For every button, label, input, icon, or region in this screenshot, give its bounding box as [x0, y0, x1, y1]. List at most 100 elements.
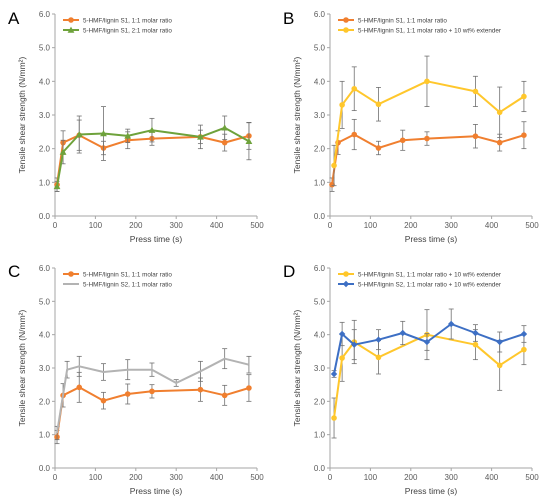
series-line: [333, 80, 525, 166]
y-tick-label: 2.0: [39, 145, 51, 154]
x-tick-label: 200: [404, 221, 418, 230]
legend-entry: 5-HMF/lignin S1, 1:1 molar ratio + 10 wt…: [338, 271, 501, 279]
x-tick-label: 500: [250, 473, 264, 482]
x-tick-label: 100: [89, 221, 103, 230]
x-tick-label: 500: [250, 221, 264, 230]
legend-label: 5-HMF/lignin S1, 1:1 molar ratio + 10 wt…: [358, 272, 501, 279]
x-tick-label: 0: [328, 473, 333, 482]
y-tick-label: 0.0: [39, 212, 51, 221]
y-tick-label: 4.0: [314, 331, 326, 340]
y-tick-label: 4.0: [39, 331, 51, 340]
x-tick-label: 200: [129, 221, 143, 230]
x-axis-label: Press time (s): [130, 486, 183, 496]
y-tick-label: 3.0: [39, 111, 51, 120]
data-point: [399, 137, 406, 144]
data-point: [521, 346, 527, 353]
panel-b: B 0.0 1.0 2.0 3.0 4.0 5.0 6.0 0 100 200 300 400 500 Pr…: [283, 9, 539, 244]
series-line: [333, 333, 525, 419]
legend-label: 5-HMF/lignin S1, 1:1 molar ratio: [83, 18, 172, 25]
series-1: [329, 118, 527, 192]
panel-label: B: [283, 9, 294, 28]
y-tick-label: 2.0: [314, 397, 326, 406]
y-tick-label: 3.0: [314, 111, 326, 120]
x-axis-label: Press time (s): [130, 234, 183, 244]
legend-marker: [343, 27, 349, 33]
data-point: [221, 392, 228, 399]
x-tick-label: 300: [170, 473, 184, 482]
data-point: [351, 341, 358, 348]
x-tick-label: 100: [364, 473, 378, 482]
data-point: [245, 137, 253, 144]
y-axis-label: Tensile shear strength (N/mm²): [17, 56, 27, 173]
legend-label: 5-HMF/lignin S1, 2:1 molar ratio: [83, 28, 172, 35]
data-point: [338, 330, 346, 338]
legend-entry: 5-HMF/lignin S2, 1:1 molar ratio + 10 wt…: [338, 280, 501, 289]
y-tick-label: 3.0: [314, 364, 326, 373]
data-point: [149, 388, 155, 395]
series-1: [54, 371, 252, 445]
series-2: [331, 55, 527, 187]
data-point: [148, 126, 156, 133]
legend-entry: 5-HMF/lignin S1, 2:1 molar ratio: [63, 26, 172, 35]
data-point: [375, 336, 382, 343]
y-tick-label: 0.0: [39, 464, 51, 473]
panel-a: A 0.0 1.0 2.0 3.0 4.0 5.0 6.0 0 100 200 300 400 500 Pr…: [8, 9, 264, 244]
data-point: [221, 139, 228, 146]
data-point: [496, 139, 503, 146]
y-tick-label: 6.0: [314, 10, 326, 19]
series-2: [53, 106, 253, 192]
data-point: [59, 148, 67, 155]
x-tick-label: 300: [445, 221, 459, 230]
data-point: [100, 397, 107, 404]
data-point: [472, 88, 479, 95]
data-point: [375, 101, 382, 108]
data-point: [197, 386, 204, 393]
series-line: [331, 133, 525, 185]
y-tick-label: 1.0: [39, 431, 51, 440]
legend-entry: 5-HMF/lignin S1, 1:1 molar ratio: [63, 271, 172, 279]
data-point: [448, 320, 455, 328]
data-point: [75, 131, 83, 138]
data-point: [521, 93, 527, 100]
data-point: [472, 329, 479, 337]
panel-c: C 0.0 1.0 2.0 3.0 4.0 5.0 6.0 0 100 200 300 400 500 Pr…: [8, 262, 264, 496]
y-tick-label: 6.0: [314, 264, 326, 273]
y-tick-label: 6.0: [39, 264, 51, 273]
data-point: [351, 85, 358, 92]
data-point: [124, 132, 132, 139]
legend-marker: [67, 26, 75, 33]
series-line: [56, 386, 250, 438]
data-point: [472, 133, 479, 140]
legend-entry: 5-HMF/lignin S1, 1:1 molar ratio + 10 wt…: [338, 27, 501, 35]
legend-marker: [68, 271, 74, 277]
legend-label: 5-HMF/lignin S1, 1:1 molar ratio: [83, 272, 172, 279]
x-tick-label: 0: [328, 221, 333, 230]
data-point: [100, 130, 107, 137]
data-point: [520, 330, 528, 338]
data-point: [331, 415, 337, 421]
x-tick-label: 200: [404, 473, 418, 482]
data-point: [424, 135, 430, 142]
y-tick-label: 0.0: [314, 212, 326, 221]
data-point: [375, 354, 382, 361]
x-tick-label: 300: [445, 473, 459, 482]
data-point: [124, 391, 131, 397]
data-point: [331, 162, 337, 169]
legend-entry: 5-HMF/lignin S2, 1:1 molar ratio: [63, 282, 172, 289]
legend-entry: 5-HMF/lignin S1, 1:1 molar ratio: [338, 17, 447, 25]
y-tick-label: 6.0: [39, 10, 51, 19]
x-tick-label: 100: [89, 473, 103, 482]
x-tick-label: 0: [53, 473, 58, 482]
y-axis-label: Tensile shear strength (N/mm²): [292, 309, 302, 426]
x-tick-label: 200: [129, 473, 143, 482]
data-point: [375, 145, 382, 151]
data-point: [330, 370, 338, 378]
y-tick-label: 0.0: [314, 464, 326, 473]
series-line: [333, 323, 525, 375]
data-point: [496, 338, 503, 346]
x-tick-label: 100: [364, 221, 378, 230]
panel-d: D 0.0 1.0 2.0 3.0 4.0 5.0 6.0 0 100 200 300 400 500 Pr…: [283, 262, 539, 496]
x-tick-label: 500: [525, 221, 539, 230]
